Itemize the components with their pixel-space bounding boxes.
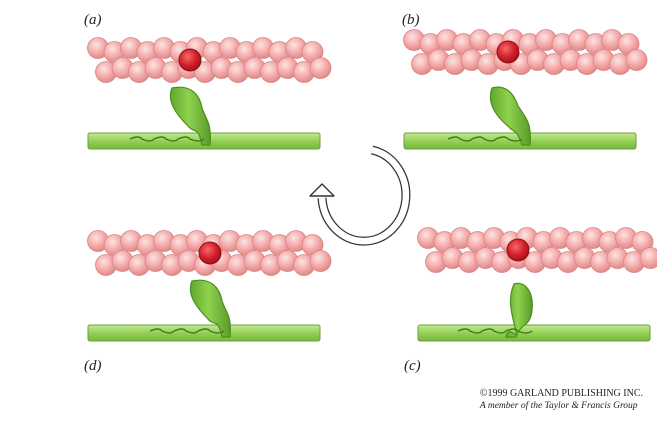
copyright-line1: ©1999 GARLAND PUBLISHING INC.: [480, 388, 643, 400]
cycle-arrow-icon: [310, 150, 406, 241]
bound-actin-bead: [507, 239, 529, 261]
actin-bead: [626, 50, 647, 71]
copyright-line2: A member of the Taylor & Francis Group: [480, 400, 643, 412]
panel-a: [88, 38, 332, 150]
actin-bead: [640, 248, 657, 269]
bound-actin-bead: [497, 41, 519, 63]
panel-label-b: (b): [402, 12, 420, 29]
panels-group: [88, 30, 657, 342]
panel-c: [418, 228, 657, 342]
panel-d: [88, 231, 332, 342]
bound-actin-bead: [199, 242, 221, 264]
copyright-notice: ©1999 GARLAND PUBLISHING INC. A member o…: [480, 388, 643, 412]
panel-label-a: (a): [84, 12, 102, 29]
thick-filament: [88, 325, 320, 341]
bound-actin-bead: [179, 49, 201, 71]
thick-filament: [418, 325, 650, 341]
actin-filament: [88, 38, 332, 83]
panel-label-c: (c): [404, 358, 421, 375]
actin-filament: [404, 30, 648, 75]
panel-label-d: (d): [84, 358, 102, 375]
actin-bead: [310, 251, 331, 272]
actin-filament: [418, 228, 657, 273]
actin-bead: [310, 58, 331, 79]
panel-b: [404, 30, 648, 150]
